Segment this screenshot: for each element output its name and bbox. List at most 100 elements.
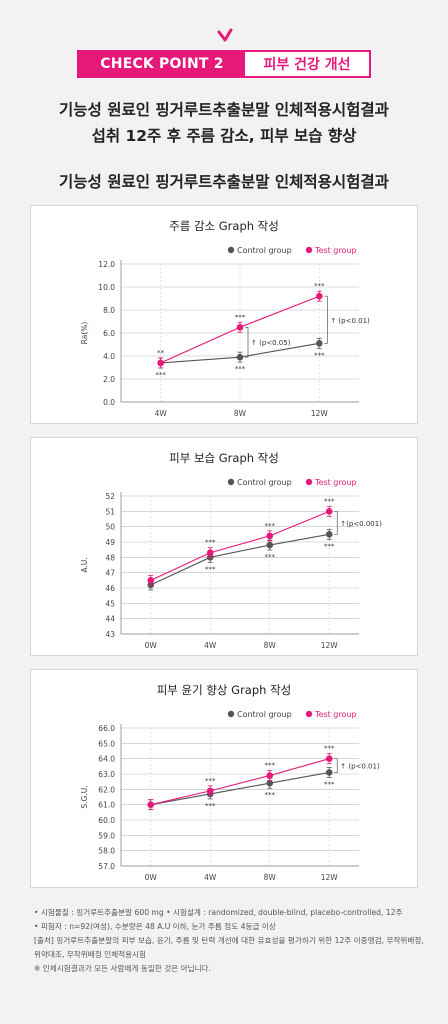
chart-card-moisture: 피부 보습 Graph 작성 Control group Test group 43 4… xyxy=(30,437,418,656)
significance-mark: ** xyxy=(157,349,165,357)
pvalue-label: ↑ (p<0.01) xyxy=(340,763,380,771)
y-tick-label: 50 xyxy=(105,523,115,532)
legend-label-control: Control group xyxy=(237,478,292,487)
moisture-chart: 피부 보습 Graph 작성 Control group Test group 43 4… xyxy=(80,451,382,650)
data-point-control xyxy=(266,541,274,549)
significance-mark: *** xyxy=(324,780,335,788)
legend-marker-test xyxy=(305,478,313,486)
significance-mark: *** xyxy=(265,522,276,530)
checkpoint-label: CHECK POINT 2 xyxy=(79,52,245,76)
y-tick-label: 12.0 xyxy=(98,260,115,269)
y-tick-label: 47 xyxy=(105,569,115,578)
legend-label-test: Test group xyxy=(314,710,357,719)
data-point-control xyxy=(236,353,244,361)
chart-card-wrinkle: 주름 감소 Graph 작성 Control group Test group 0.0… xyxy=(30,205,418,424)
data-point-test xyxy=(325,508,333,515)
gloss-chart: 피부 윤기 향상 Graph 작성 Control group Test group… xyxy=(80,683,380,882)
legend-label-control: Control group xyxy=(237,710,292,719)
data-point-test xyxy=(206,549,214,557)
significance-mark: *** xyxy=(265,762,276,770)
chart-card-gloss: 피부 윤기 향상 Graph 작성 Control group Test group… xyxy=(30,669,418,888)
y-tick-label: 0.0 xyxy=(103,398,115,407)
checkpoint-badge: CHECK POINT 2 피부 건강 개선 xyxy=(77,50,371,78)
significance-mark: *** xyxy=(324,497,335,505)
significance-mark: *** xyxy=(205,802,216,810)
legend-marker-control xyxy=(227,246,235,254)
headline-line-3: 기능성 원료인 핑거루트추출분말 인체적용시험결과 xyxy=(59,173,389,191)
pvalue-label: ↑ (p<0.01) xyxy=(330,317,370,325)
data-point-test xyxy=(316,292,323,300)
y-tick-label: 46 xyxy=(105,584,115,593)
footnote-line: ※ 인체시험결과가 모든 사람에게 동일한 것은 아닙니다. xyxy=(34,964,211,973)
y-tick-label: 2.0 xyxy=(103,375,115,384)
significance-mark: *** xyxy=(314,282,325,290)
footnotes: • 시험물질 : 핑거루트추출분말 600 mg • 시험설계 : random… xyxy=(34,906,426,976)
y-tick-label: 57.0 xyxy=(98,862,115,871)
wrinkle-chart: 주름 감소 Graph 작성 Control group Test group 0.0… xyxy=(80,219,370,418)
y-tick-label: 61.0 xyxy=(98,801,115,810)
x-tick-label: 4W xyxy=(204,641,217,650)
y-tick-label: 59.0 xyxy=(98,831,115,840)
checkmark-icon xyxy=(217,28,233,42)
significance-mark: *** xyxy=(205,777,216,785)
footnote-line: [출처] 핑거루트추출분말의 피부 보습, 윤기, 주름 및 탄력 개선에 대한… xyxy=(34,936,424,945)
y-axis-label: A.U. xyxy=(80,557,89,572)
footnote-line: 위약대조, 무작위배정 인체적용시험 xyxy=(34,950,147,959)
data-point-control xyxy=(316,340,323,347)
y-tick-label: 62.0 xyxy=(98,785,115,794)
legend-label-test: Test group xyxy=(314,478,357,487)
legend-marker-test xyxy=(305,246,313,254)
x-tick-label: 0W xyxy=(145,873,158,882)
headline-line-2: 섭취 12주 후 주름 감소, 피부 보습 향상 xyxy=(91,127,357,145)
series-line-test xyxy=(150,758,330,806)
data-point-test xyxy=(266,532,274,540)
data-point-control xyxy=(325,531,333,538)
legend-label-control: Control group xyxy=(237,246,292,255)
significance-mark: *** xyxy=(324,542,335,550)
pvalue-label: ↑(p<0.001) xyxy=(340,520,382,528)
y-tick-label: 10.0 xyxy=(98,283,115,292)
series-line-control xyxy=(150,771,330,806)
chart-title: 피부 보습 Graph 작성 xyxy=(169,451,279,465)
y-tick-label: 60.0 xyxy=(98,816,115,825)
series-line-test xyxy=(150,510,330,581)
pvalue-bracket xyxy=(324,295,328,344)
y-tick-label: 45 xyxy=(105,599,115,608)
chart-title: 주름 감소 Graph 작성 xyxy=(169,219,279,233)
data-point-control xyxy=(266,779,274,787)
series-line-control xyxy=(150,533,330,586)
y-tick-label: 64.0 xyxy=(98,755,115,764)
checkpoint-topic: 피부 건강 개선 xyxy=(263,57,351,73)
data-point-test xyxy=(147,577,155,584)
x-tick-label: 4W xyxy=(204,873,217,882)
pvalue-bracket xyxy=(334,758,338,773)
x-tick-label: 8W xyxy=(234,409,247,418)
significance-mark: *** xyxy=(265,791,276,799)
significance-mark: *** xyxy=(324,745,335,753)
x-tick-label: 12W xyxy=(311,409,329,418)
y-tick-label: 49 xyxy=(105,538,115,547)
significance-mark: *** xyxy=(155,371,166,379)
data-point-test xyxy=(266,772,274,779)
x-tick-label: 0W xyxy=(145,641,158,650)
significance-mark: *** xyxy=(205,539,216,547)
data-point-test xyxy=(157,359,164,367)
data-point-test xyxy=(236,323,244,331)
chart-title: 피부 윤기 향상 Graph 작성 xyxy=(157,683,292,697)
data-point-test xyxy=(147,801,155,808)
data-point-test xyxy=(325,755,333,762)
significance-mark: *** xyxy=(205,565,216,573)
y-tick-label: 65.0 xyxy=(98,739,115,748)
y-axis-label: S.G.U. xyxy=(80,785,89,808)
legend-marker-control xyxy=(227,710,235,718)
pvalue-bracket xyxy=(245,326,249,358)
y-axis-label: Ra(%) xyxy=(80,322,89,345)
significance-mark: *** xyxy=(314,351,325,359)
y-tick-label: 48 xyxy=(105,553,115,562)
y-tick-label: 63.0 xyxy=(98,770,115,779)
y-tick-label: 6.0 xyxy=(103,329,115,338)
y-tick-label: 58.0 xyxy=(98,847,115,856)
x-tick-label: 8W xyxy=(264,873,277,882)
significance-mark: *** xyxy=(265,553,276,561)
pvalue-bracket xyxy=(334,510,338,535)
